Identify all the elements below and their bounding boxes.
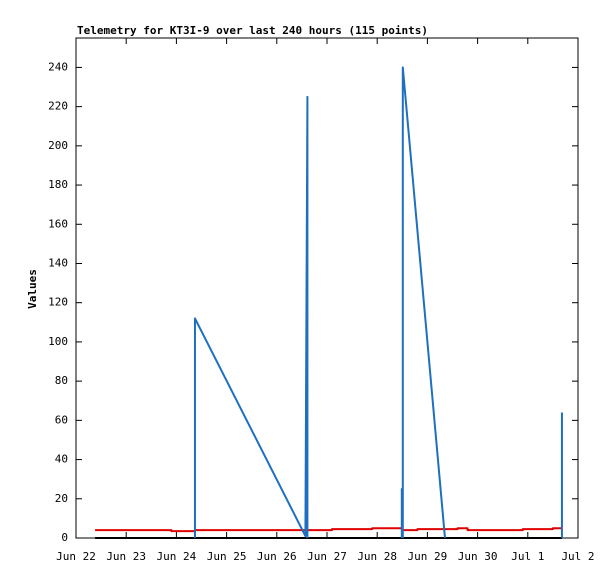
x-tick-label: Jun 26	[257, 550, 297, 563]
x-tick-label: Jun 23	[106, 550, 146, 563]
y-tick-label: 200	[48, 139, 68, 152]
x-tick-label: Jun 24	[157, 550, 197, 563]
y-tick-label: 240	[48, 60, 68, 73]
x-tick-label: Jun 27	[307, 550, 347, 563]
y-tick-label: 0	[61, 531, 68, 544]
y-tick-label: 160	[48, 217, 68, 230]
y-tick-label: 100	[48, 335, 68, 348]
y-tick-label: 20	[55, 492, 68, 505]
data-line	[193, 66, 563, 539]
x-tick-label: Jul 2	[561, 550, 594, 563]
y-tick-label: 180	[48, 178, 68, 191]
y-tick-label: 220	[48, 100, 68, 113]
y-tick-label: 120	[48, 296, 68, 309]
x-tick-label: Jun 28	[357, 550, 397, 563]
y-axis-label: Values	[26, 269, 39, 309]
x-tick-label: Jun 22	[56, 550, 96, 563]
y-tick-label: 40	[55, 453, 68, 466]
x-tick-label: Jun 29	[408, 550, 448, 563]
y-tick-label: 140	[48, 256, 68, 269]
x-tick-label: Jun 25	[207, 550, 247, 563]
x-tick-label: Jun 30	[458, 550, 498, 563]
y-tick-label: 80	[55, 374, 68, 387]
x-tick-label: Jul 1	[511, 550, 544, 563]
chart-title: Telemetry for KT3I-9 over last 240 hours…	[77, 24, 428, 37]
y-tick-label: 60	[55, 413, 68, 426]
